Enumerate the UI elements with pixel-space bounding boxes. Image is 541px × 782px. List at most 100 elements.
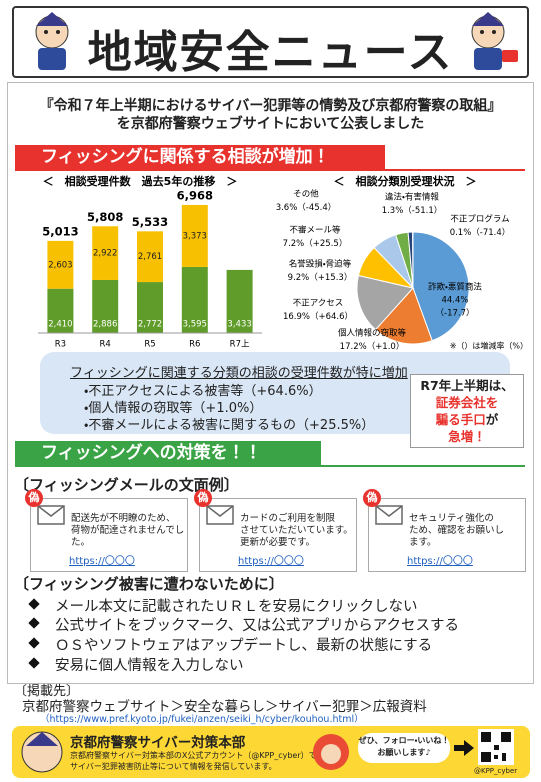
highlight-title: フィッシングに関連する分類の相談の受理件数が特に増加	[70, 366, 408, 381]
slice-value: 44.4%	[441, 296, 468, 306]
mascot-right	[471, 12, 518, 70]
example-card: 偽カードのご利用を制限 させていただいています。 更新が必要です。 https://〇…	[194, 489, 357, 572]
header: 地域安全ニュース	[12, 6, 529, 78]
slice-label: 個人情報の窃取等	[338, 328, 407, 339]
footer-text: 京都府警察サイバー対策本部のX公式アカウント（@KPP_cyber）では、	[70, 751, 333, 760]
source-url: （https://www.pref.kyoto.jp/fukei/anzen/s…	[40, 714, 364, 725]
banner: フィッシングへの対策を！！	[15, 441, 321, 466]
data-label: 3,433	[227, 320, 251, 330]
slice-value: 3.6%	[276, 203, 298, 213]
example-card: 偽セキュリティ強化の ため、確認をお願いし ます。 https://〇〇〇	[363, 489, 526, 572]
slice-change: （+25.5）	[304, 238, 347, 249]
footer-mascot	[21, 731, 63, 773]
slice-label: 不審メール等	[289, 225, 341, 236]
tip-item: メール本文に記載されたＵＲＬを安易にクリックしない	[55, 599, 418, 615]
slice-value: 0.1%	[450, 228, 472, 238]
bar-segment	[92, 279, 119, 333]
slice-label: 不正プログラム	[450, 214, 509, 225]
slice-value-line: 17.2%（+1.0）	[340, 341, 405, 352]
bar-segment	[181, 266, 208, 333]
slice-value-line: 0.1%（-71.4）	[450, 227, 511, 238]
headline: を京都府警察ウェブサイトにおいて公表しました	[116, 116, 425, 132]
mail-icon	[375, 505, 403, 525]
slice-label: 不正アクセス	[293, 299, 344, 309]
x-tick-label: R4	[100, 340, 111, 350]
card-link: https://〇〇〇	[407, 556, 473, 567]
side-text: が	[485, 412, 499, 427]
charts: ＜ 相談受理件数 過去5年の推移 ＞ 2,410 2,603 5,013 R3 2,886…	[38, 174, 528, 352]
slice-value: 16.9%	[283, 312, 310, 322]
source-heading: 〔掲載先〕	[14, 684, 80, 699]
bar-segment	[47, 288, 74, 333]
slice-change: （-71.4）	[471, 227, 510, 238]
card-line: た。	[71, 537, 91, 548]
slice-value-line: 1.3%（-51.1）	[382, 205, 443, 216]
mail-icon	[37, 505, 65, 525]
data-label: 3,595	[183, 320, 207, 330]
bar-segment	[92, 226, 119, 280]
qr-code	[478, 729, 514, 765]
card-line: ます。	[409, 537, 437, 548]
slice-value: 1.3%	[382, 206, 404, 216]
bar-segment	[181, 204, 208, 267]
data-label: 2,922	[93, 249, 117, 259]
data-label: 2,761	[138, 252, 162, 262]
section-heading: 〔フィッシング被害に遭わないために〕	[14, 575, 284, 593]
card-text: 配送先が不明瞭のため、 荷物が配達されませんでし た。	[71, 513, 184, 549]
banner-rule	[15, 169, 525, 171]
pie-slice	[356, 274, 414, 331]
data-label: 3,373	[183, 231, 207, 241]
bar-segment	[137, 282, 163, 333]
total-label: 6,968	[177, 188, 213, 202]
slice-label: 名誉毀損・脅迫等	[289, 259, 352, 270]
slice-change: （-17.7）	[436, 308, 475, 319]
side-box: R7年上半期は、 証券会社を 騙る手口が 急増！	[410, 374, 524, 448]
card-link: https://〇〇〇	[69, 556, 135, 567]
card-line: 更新が必要です。	[240, 537, 316, 548]
chart-title: ＜ 相談受理件数 過去5年の推移 ＞	[43, 174, 238, 188]
tip-item: 公式サイトをブックマーク、又は公式アプリからアクセスする	[55, 618, 459, 634]
bubble-text: お願いします♪	[377, 748, 431, 757]
fake-mark: 偽	[363, 489, 381, 507]
slice-label: その他	[293, 189, 319, 200]
card-line: カードのご利用を制限	[240, 513, 336, 524]
card-line: させていただいています。	[240, 525, 353, 536]
speech-bubble: ぜひ、フォロー・いいね！ お願いします♪	[358, 733, 450, 763]
x-tick-label: R3	[55, 340, 66, 350]
fake-mark: 偽	[25, 489, 43, 507]
highlight-item: ・不正アクセスによる被害等（+64.6%）	[84, 384, 322, 399]
data-label: 2,886	[93, 320, 117, 330]
card-text: カードのご利用を制限 させていただいています。 更新が必要です。	[240, 513, 353, 549]
slice-value-line: 3.6%（-45.4）	[276, 202, 337, 213]
content-frame	[7, 82, 534, 684]
side-text: R7年上半期は、	[420, 378, 514, 393]
card-text: セキュリティ強化の ため、確認をお願いし ます。	[409, 513, 504, 549]
banner-rule	[15, 465, 525, 467]
slice-value: 9.2%	[288, 273, 310, 283]
side-text: 証券会社を	[435, 395, 499, 410]
chart-title: ＜ 相談分類別受理状況 ＞	[334, 174, 477, 188]
highlight-item: ・不審メールによる被害に関するもの（+25.5%）	[84, 418, 375, 433]
bar-segment	[47, 240, 74, 289]
mail-icon	[206, 505, 234, 525]
account-handle: @KPP_cyber	[474, 767, 518, 775]
fake-mark: 偽	[194, 489, 212, 507]
slice-value-line: 9.2%（+15.3）	[288, 272, 353, 283]
side-text: 急増！	[448, 429, 486, 444]
source-path: 京都府警察ウェブサイト＞安全な暮らし＞サイバー犯罪＞広報資料	[22, 699, 427, 715]
bar-segment	[226, 269, 253, 333]
bar-segment	[137, 231, 163, 283]
slice-value-line: 16.9%（+64.6）	[283, 311, 353, 322]
slice-value: 7.2%	[283, 239, 305, 249]
pie-slice	[374, 287, 433, 345]
slice-label: 違法・有害情報	[385, 192, 439, 203]
bubble-text: ぜひ、フォロー・いいね！	[358, 736, 450, 745]
footer-title: 京都府警察サイバー対策本部	[70, 735, 246, 751]
mascot-left	[35, 12, 69, 70]
data-label: 2,603	[48, 260, 72, 270]
example-card: 偽配送先が不明瞭のため、 荷物が配達されませんでし た。 https://〇〇〇	[25, 489, 188, 572]
slice-change: （+64.6）	[310, 311, 353, 322]
slice-change: （+1.0）	[367, 341, 405, 352]
card-line: 荷物が配達されませんでし	[71, 525, 185, 536]
